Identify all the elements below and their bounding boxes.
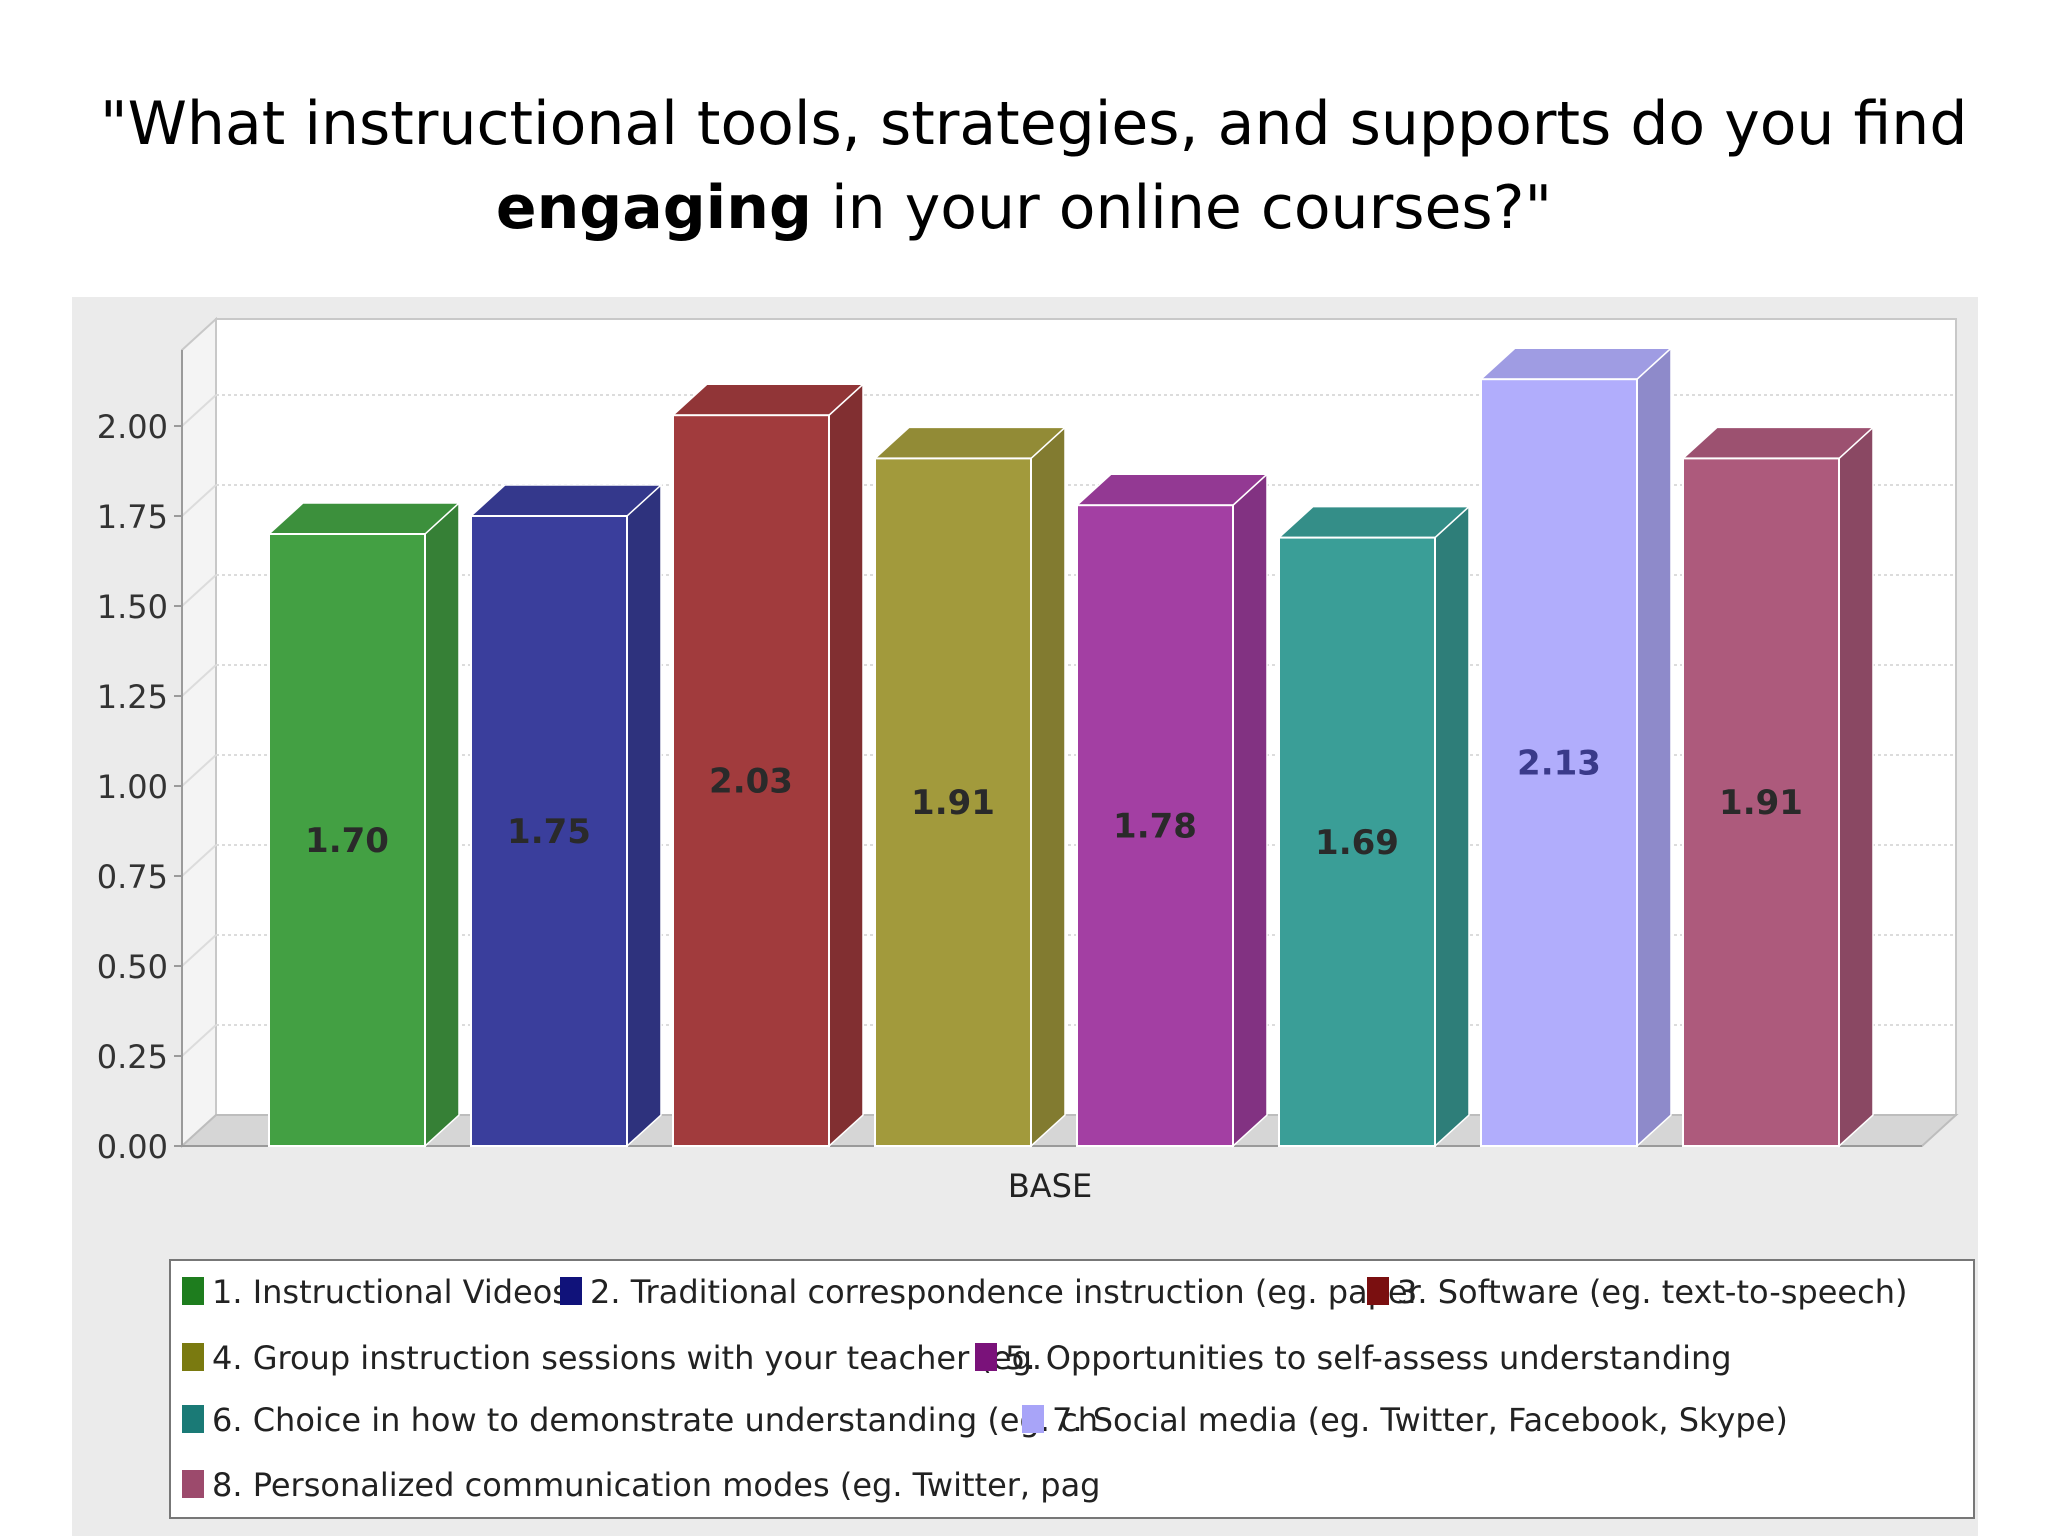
legend-swatch bbox=[1367, 1277, 1389, 1305]
legend-swatch bbox=[182, 1343, 204, 1371]
bar-value-label: 1.78 bbox=[1113, 807, 1197, 847]
bar-side bbox=[626, 483, 662, 1148]
gridline-side bbox=[181, 574, 217, 607]
legend-item-label: 6. Choice in how to demonstrate understa… bbox=[212, 1401, 1098, 1439]
bar-7: 2.13 bbox=[1479, 346, 1673, 1148]
bar-side bbox=[1434, 504, 1470, 1148]
y-tick-label: 2.00 bbox=[97, 408, 168, 446]
bar-top bbox=[671, 383, 865, 416]
legend-item-label: 8. Personalized communication modes (eg.… bbox=[212, 1466, 1100, 1504]
gridline-side bbox=[181, 754, 217, 787]
y-tick-label: 0.25 bbox=[97, 1038, 168, 1076]
legend-swatch bbox=[182, 1277, 204, 1305]
bar-top bbox=[1075, 473, 1269, 506]
bar-side bbox=[1636, 346, 1672, 1148]
bar-8: 1.91 bbox=[1681, 425, 1875, 1148]
bar-side bbox=[828, 382, 864, 1148]
bar-side bbox=[1838, 425, 1874, 1148]
legend-swatch bbox=[1022, 1405, 1044, 1433]
plot-left-wall bbox=[181, 316, 217, 1149]
bar-value-label: 2.13 bbox=[1517, 744, 1601, 784]
y-tick-label: 0.75 bbox=[97, 858, 168, 896]
bar-value-label: 1.91 bbox=[911, 783, 995, 823]
legend-item-label: 4. Group instruction sessions with your … bbox=[212, 1339, 1042, 1377]
y-tick-label: 1.75 bbox=[97, 498, 168, 536]
legend-item-label: 5. Opportunities to self-assess understa… bbox=[1005, 1339, 1732, 1377]
bar-top bbox=[267, 502, 461, 535]
bar-front bbox=[672, 414, 830, 1147]
bar-front bbox=[1076, 504, 1234, 1147]
slide-title-line-1: "What instructional tools, strategies, a… bbox=[100, 89, 1968, 159]
bar-top bbox=[1277, 505, 1471, 539]
bar-front bbox=[1480, 378, 1638, 1147]
legend-swatch bbox=[975, 1343, 997, 1371]
bar-front bbox=[268, 533, 426, 1147]
legend-swatch bbox=[182, 1405, 204, 1433]
bar-side bbox=[1232, 472, 1268, 1148]
bar-top bbox=[873, 426, 1067, 460]
gridline-side bbox=[181, 1024, 217, 1057]
bar-value-label: 1.69 bbox=[1315, 823, 1399, 863]
slide-title-line-2-rest: in your online courses?" bbox=[811, 173, 1553, 243]
y-tick-label: 1.25 bbox=[97, 678, 168, 716]
bar-value-label: 2.03 bbox=[709, 762, 793, 802]
legend-item-label: 7. Social media (eg. Twitter, Facebook, … bbox=[1052, 1401, 1788, 1439]
legend-box bbox=[169, 1259, 1975, 1519]
legend-swatch bbox=[182, 1470, 204, 1498]
slide-title-line-2: engaging in your online courses?" bbox=[100, 166, 1948, 250]
slide-title-emphasis: engaging bbox=[495, 173, 812, 243]
bar-top bbox=[1479, 347, 1673, 380]
bar-4: 1.91 bbox=[873, 425, 1067, 1148]
bar-front bbox=[470, 515, 628, 1147]
bar-side bbox=[424, 501, 460, 1148]
bar-front bbox=[874, 457, 1032, 1147]
y-tick-label: 1.00 bbox=[97, 768, 168, 806]
y-tick-label: 1.50 bbox=[97, 588, 168, 626]
bar-value-label: 1.70 bbox=[305, 821, 389, 861]
bar-side bbox=[1030, 425, 1066, 1148]
bar-3: 2.03 bbox=[671, 382, 865, 1148]
bar-value-label: 1.75 bbox=[507, 812, 591, 852]
gridline-side bbox=[181, 844, 217, 877]
bar-1: 1.70 bbox=[267, 501, 461, 1148]
bar-front bbox=[1682, 457, 1840, 1147]
legend-item-label: 3. Software (eg. text-to-speech) bbox=[1397, 1273, 1907, 1311]
bar-6: 1.69 bbox=[1277, 504, 1471, 1148]
bar-5: 1.78 bbox=[1075, 472, 1269, 1148]
gridline-side bbox=[181, 934, 217, 967]
legend-swatch bbox=[560, 1277, 582, 1305]
bar-value-label: 1.91 bbox=[1719, 783, 1803, 823]
slide-title: "What instructional tools, strategies, a… bbox=[100, 82, 1968, 250]
y-tick-label: 0.00 bbox=[97, 1128, 168, 1166]
bar-top bbox=[469, 484, 663, 517]
gridline-side bbox=[181, 664, 217, 697]
y-tick-label: 0.50 bbox=[97, 948, 168, 986]
chart-panel: 0.00 0.25 0.50 0.75 1.00 1.25 1.50 1.75 2.00 1.70… bbox=[72, 297, 1978, 1536]
bar-front bbox=[1278, 536, 1436, 1148]
gridline-side bbox=[181, 484, 217, 517]
bar-2: 1.75 bbox=[469, 483, 663, 1148]
bar-top bbox=[1681, 426, 1875, 460]
gridline-side bbox=[181, 394, 217, 427]
x-axis-label: BASE bbox=[1008, 1167, 1092, 1205]
legend-item-label: 2. Traditional correspondence instructio… bbox=[590, 1273, 1422, 1311]
legend-item-label: 1. Instructional Videos bbox=[212, 1273, 569, 1311]
bar-chart: 0.00 0.25 0.50 0.75 1.00 1.25 1.50 1.75 2.00 1.70… bbox=[72, 297, 1978, 1536]
